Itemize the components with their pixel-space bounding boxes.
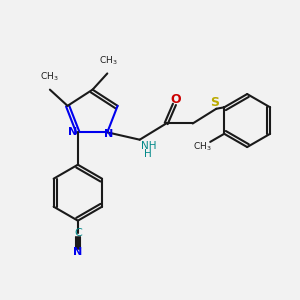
Text: O: O bbox=[171, 93, 181, 106]
Text: N: N bbox=[73, 247, 83, 257]
Text: S: S bbox=[210, 96, 219, 109]
Text: CH$_3$: CH$_3$ bbox=[40, 71, 59, 83]
Text: N: N bbox=[104, 129, 113, 139]
Text: CH$_3$: CH$_3$ bbox=[193, 140, 212, 153]
Text: N: N bbox=[68, 127, 77, 137]
Text: C: C bbox=[74, 228, 82, 238]
Text: CH$_3$: CH$_3$ bbox=[99, 55, 117, 67]
Text: H: H bbox=[144, 149, 152, 159]
Text: NH: NH bbox=[141, 141, 157, 151]
